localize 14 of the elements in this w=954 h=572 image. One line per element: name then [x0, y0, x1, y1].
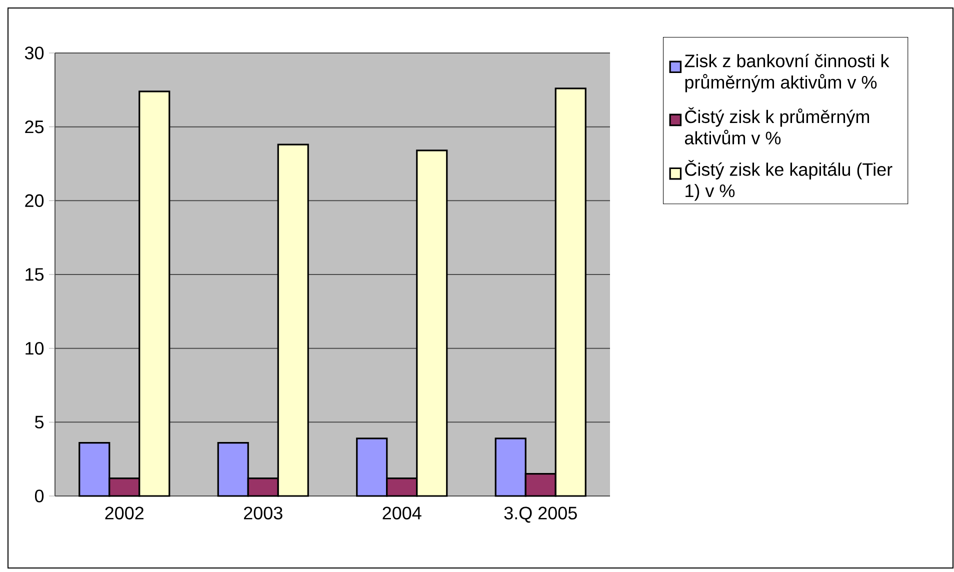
y-tick-label: 30	[24, 46, 44, 60]
y-tick-label: 0	[34, 490, 44, 502]
x-tick-label: 2004	[382, 506, 422, 520]
y-tick-label: 25	[25, 120, 44, 134]
y-tick-label: 5	[34, 416, 44, 428]
y-tick-label: 15	[26, 268, 44, 281]
y-tick-label: 10	[26, 342, 44, 355]
x-tick-label: 3.Q 2005	[504, 506, 577, 523]
y-tick-label: 20	[25, 194, 44, 208]
legend-label: Zisk z bankovní činnosti k průměrným aktivům v %	[684, 54, 890, 92]
legend-label: Čistý zisk ke kapitálu (Tier 1) v %	[685, 160, 892, 201]
x-tick-label: 2002	[105, 506, 144, 520]
x-tick-label: 2003	[244, 506, 282, 520]
legend-label: Čistý zisk k průměrným aktivům v %	[684, 107, 870, 144]
